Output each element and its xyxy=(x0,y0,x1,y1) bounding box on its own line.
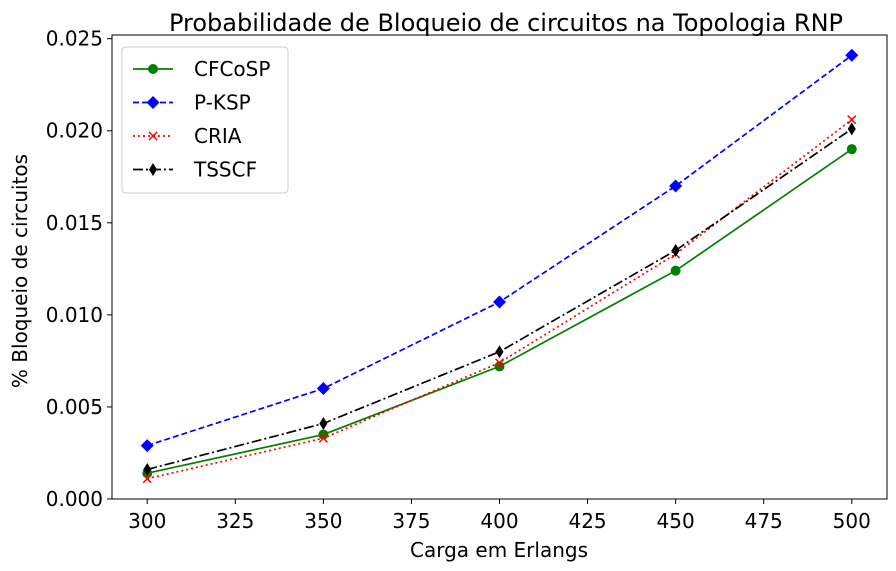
data-point-tsscf xyxy=(495,345,504,359)
y-tick-label: 0.000 xyxy=(46,487,103,511)
x-axis-label: Carga em Erlangs xyxy=(410,538,588,562)
y-tick-label: 0.005 xyxy=(46,395,103,419)
data-point-p-ksp xyxy=(493,295,506,309)
legend-label-p-ksp: P-KSP xyxy=(194,91,251,115)
data-point-p-ksp xyxy=(316,382,330,396)
legend-marker-tsscf xyxy=(149,163,157,176)
chart-title: Probabilidade de Bloqueio de circuitos n… xyxy=(169,9,843,37)
series-line-cfcosp xyxy=(147,148,853,475)
series-layer xyxy=(140,48,859,484)
y-tick-label: 0.025 xyxy=(46,27,103,51)
legend-label-cria: CRIA xyxy=(194,124,242,148)
legend-marker-cria xyxy=(148,131,158,141)
data-point-p-ksp xyxy=(669,179,683,193)
data-point-cfcosp xyxy=(846,144,857,155)
data-point-cfcosp xyxy=(318,429,329,440)
x-tick-label: 400 xyxy=(480,509,518,533)
axis-ticks: 300 325 350 375 400 425 450 475 500 0.000 0.005 0.0… xyxy=(46,27,871,533)
data-point-cria xyxy=(142,474,152,484)
series-line-tsscf xyxy=(146,128,853,471)
legend-item-p-ksp: P-KSP xyxy=(133,91,251,115)
legend-item-cfcosp: CFCoSP xyxy=(133,57,270,81)
data-point-tsscf xyxy=(847,122,856,136)
x-tick-label: 325 xyxy=(216,509,254,533)
legend-box xyxy=(121,46,289,194)
data-point-p-ksp xyxy=(845,48,859,62)
y-tick-label: 0.020 xyxy=(46,119,103,143)
legend-item-cria: CRIA xyxy=(133,124,242,148)
y-axis-label: % Bloqueio de circuitos xyxy=(8,154,32,388)
series-cfcosp xyxy=(142,144,857,479)
data-point-cria xyxy=(847,115,857,125)
data-point-tsscf xyxy=(671,243,680,257)
legend-marker-cfcosp xyxy=(148,64,158,74)
y-tick-label: 0.015 xyxy=(46,211,103,235)
data-point-cria xyxy=(318,433,328,443)
x-tick-label: 500 xyxy=(833,509,871,533)
data-point-tsscf xyxy=(143,463,152,477)
series-tsscf xyxy=(143,122,856,477)
y-tick-label: 0.010 xyxy=(46,303,103,327)
series-p-ksp xyxy=(140,48,859,453)
data-point-cria xyxy=(494,358,505,368)
x-tick-label: 350 xyxy=(304,509,342,533)
data-point-cfcosp xyxy=(494,361,505,372)
legend: CFCoSP P-KSP CRIA TSSCF xyxy=(121,46,289,194)
series-cria xyxy=(142,115,857,484)
x-tick-label: 475 xyxy=(745,509,783,533)
plot-frame xyxy=(111,34,888,500)
data-point-cfcosp xyxy=(670,265,681,276)
legend-label-cfcosp: CFCoSP xyxy=(194,57,270,81)
legend-item-tsscf: TSSCF xyxy=(133,158,257,182)
data-point-tsscf xyxy=(319,417,328,431)
x-tick-label: 425 xyxy=(568,509,606,533)
legend-marker-p-ksp xyxy=(146,96,160,109)
x-tick-label: 375 xyxy=(392,509,430,533)
x-tick-label: 450 xyxy=(657,509,695,533)
x-tick-label: 300 xyxy=(128,509,166,533)
legend-label-tsscf: TSSCF xyxy=(193,158,257,182)
data-point-p-ksp xyxy=(140,439,154,453)
series-line-cria xyxy=(147,119,853,480)
